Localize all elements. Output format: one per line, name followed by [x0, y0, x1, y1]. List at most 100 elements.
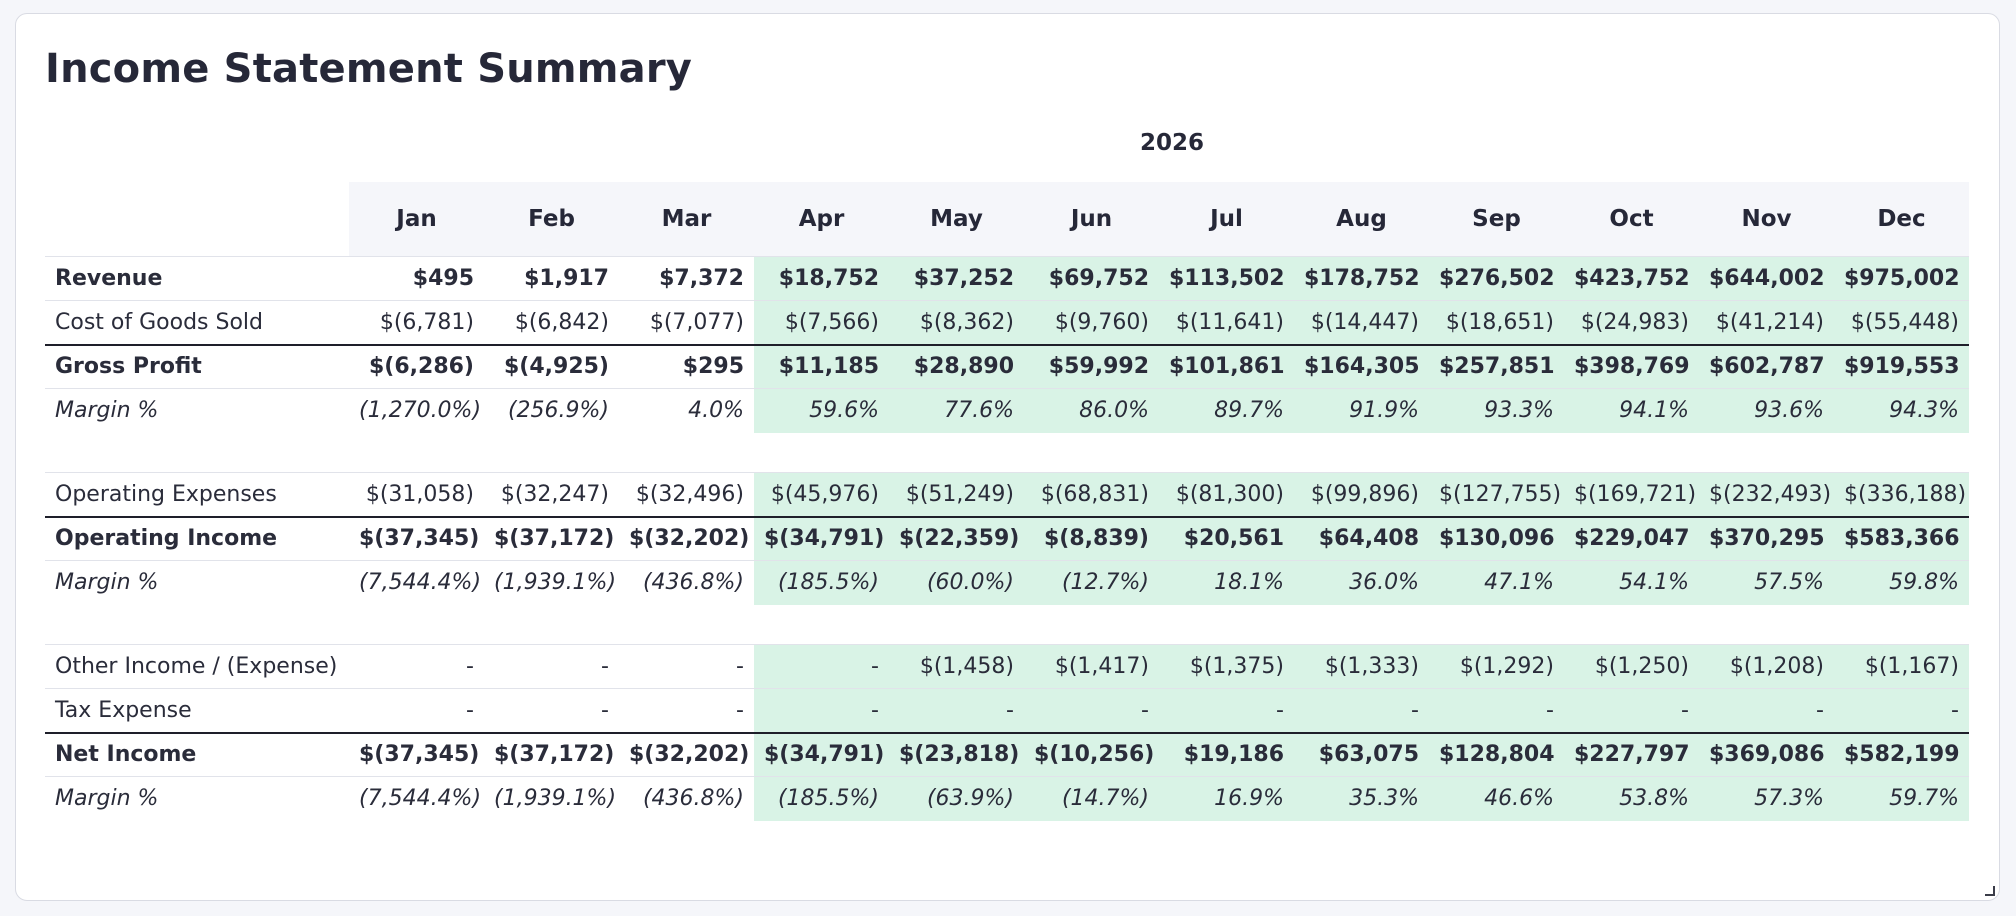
value-cell: $(169,721) — [1564, 472, 1699, 517]
value-cell: $(7,077) — [619, 300, 754, 345]
value-cell: $(1,250) — [1564, 644, 1699, 689]
value-cell: - — [1294, 688, 1429, 733]
spacer-cell — [1429, 432, 1564, 473]
value-cell: - — [1429, 688, 1564, 733]
spacer-cell — [484, 432, 619, 473]
value-cell: 94.1% — [1564, 388, 1699, 433]
value-cell: - — [1834, 688, 1969, 733]
value-cell: (63.9%) — [889, 776, 1024, 821]
resize-handle-icon[interactable] — [1985, 886, 1995, 896]
value-cell: $975,002 — [1834, 256, 1969, 301]
value-cell: 53.8% — [1564, 776, 1699, 821]
value-cell: - — [619, 688, 754, 733]
value-cell: $582,199 — [1834, 731, 1969, 777]
value-cell: $(8,839) — [1024, 515, 1159, 561]
value-cell: $(336,188) — [1834, 472, 1969, 517]
statement-body: Revenue $495 $1,917 $7,372 $18,752 $37,252 $69… — [45, 256, 1969, 821]
value-cell: 93.6% — [1699, 388, 1834, 433]
value-cell: $(6,842) — [484, 300, 619, 345]
value-cell: $(1,208) — [1699, 644, 1834, 689]
spacer-cell — [619, 604, 754, 645]
month-header: May — [889, 182, 1024, 257]
statement-row: Other Income / (Expense) - - - - $(1,458) $(1,… — [45, 644, 1969, 689]
value-cell: (12.7%) — [1024, 560, 1159, 605]
value-cell: 59.7% — [1834, 776, 1969, 821]
spacer-cell — [45, 432, 349, 473]
value-cell: $(41,214) — [1699, 300, 1834, 345]
spacer-cell — [1429, 604, 1564, 645]
row-label: Margin % — [55, 786, 159, 812]
value-cell: $(68,831) — [1024, 472, 1159, 517]
value-cell: 16.9% — [1159, 776, 1294, 821]
value-cell: $398,769 — [1564, 343, 1699, 389]
statement-row: Operating Expenses $(31,058) $(32,247) $(32… — [45, 472, 1969, 517]
value-cell: $20,561 — [1159, 515, 1294, 561]
month-header: Feb — [484, 182, 619, 257]
value-cell: $(1,167) — [1834, 644, 1969, 689]
value-cell: $(23,818) — [889, 731, 1024, 777]
value-cell: $295 — [619, 343, 754, 389]
value-cell: $(34,791) — [754, 515, 889, 561]
value-cell: 36.0% — [1294, 560, 1429, 605]
spacer-cell — [1564, 432, 1699, 473]
value-cell: (60.0%) — [889, 560, 1024, 605]
statement-row: Net Income $(37,345) $(37,172) $(32,202) $(3… — [45, 731, 1969, 777]
value-cell: $19,186 — [1159, 731, 1294, 777]
income-statement-table: Jan Feb Mar Apr May Jun Jul Aug Sep Oct … — [45, 182, 1969, 821]
value-cell: $(7,566) — [754, 300, 889, 345]
value-cell: - — [1564, 688, 1699, 733]
value-cell: $(31,058) — [349, 472, 484, 517]
value-cell: $37,252 — [889, 256, 1024, 301]
value-cell: 18.1% — [1159, 560, 1294, 605]
spacer-cell — [349, 432, 484, 473]
value-cell: $276,502 — [1429, 256, 1564, 301]
value-cell: 89.7% — [1159, 388, 1294, 433]
value-cell: (256.9%) — [507, 398, 609, 424]
value-cell: $(55,448) — [1834, 300, 1969, 345]
spacer-cell — [889, 432, 1024, 473]
value-cell: 46.6% — [1429, 776, 1564, 821]
section-spacer — [45, 604, 1969, 645]
value-cell: $(6,781) — [349, 300, 484, 345]
value-cell: $(1,292) — [1429, 644, 1564, 689]
month-header: Nov — [1699, 182, 1834, 257]
month-header: Dec — [1834, 182, 1969, 257]
value-cell: 35.3% — [1294, 776, 1429, 821]
value-cell: $(45,976) — [754, 472, 889, 517]
value-cell: $(37,345) — [349, 731, 484, 777]
value-cell: $(6,286) — [349, 343, 484, 389]
value-cell: $(10,256) — [1024, 731, 1159, 777]
value-cell: $583,366 — [1834, 515, 1969, 561]
value-cell: (14.7%) — [1024, 776, 1159, 821]
value-cell: $7,372 — [619, 256, 754, 301]
value-cell: (7,544.4%) — [359, 570, 482, 596]
value-cell: $(99,896) — [1294, 472, 1429, 517]
spacer-cell — [619, 432, 754, 473]
month-header: Oct — [1564, 182, 1699, 257]
row-label: Net Income — [45, 731, 349, 777]
month-header: Jan — [349, 182, 484, 257]
value-cell: 54.1% — [1564, 560, 1699, 605]
value-cell: $(8,362) — [889, 300, 1024, 345]
value-cell: (1,939.1%) — [494, 570, 617, 596]
spacer-cell — [1699, 604, 1834, 645]
value-cell: $227,797 — [1564, 731, 1699, 777]
value-cell: - — [1159, 688, 1294, 733]
value-cell: $18,752 — [754, 256, 889, 301]
value-cell: $(51,249) — [889, 472, 1024, 517]
value-cell: (1,270.0%) — [359, 398, 482, 424]
row-label: Margin % — [55, 570, 159, 596]
value-cell: $(1,458) — [889, 644, 1024, 689]
value-cell: $128,804 — [1429, 731, 1564, 777]
value-cell: $(14,447) — [1294, 300, 1429, 345]
value-cell: $(1,375) — [1159, 644, 1294, 689]
value-cell: $(24,983) — [1564, 300, 1699, 345]
value-cell: $(18,651) — [1429, 300, 1564, 345]
header-corner — [45, 182, 349, 257]
spacer-cell — [1159, 432, 1294, 473]
month-header-row: Jan Feb Mar Apr May Jun Jul Aug Sep Oct … — [45, 182, 1969, 257]
spacer-cell — [484, 604, 619, 645]
value-cell: 57.5% — [1699, 560, 1834, 605]
value-cell: 94.3% — [1834, 388, 1969, 433]
value-cell: 59.6% — [754, 388, 889, 433]
